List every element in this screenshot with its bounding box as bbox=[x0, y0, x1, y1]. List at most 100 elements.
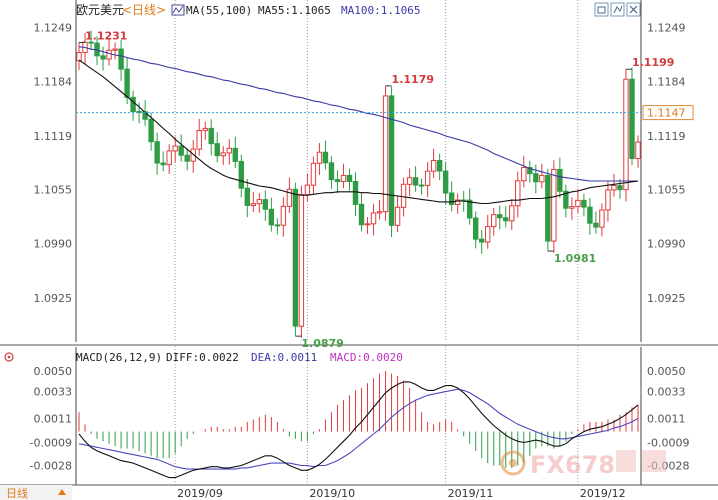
candle-body bbox=[106, 49, 112, 60]
candle-body bbox=[424, 170, 431, 186]
period-button-label: 日线 bbox=[6, 486, 28, 500]
candle-body bbox=[406, 177, 413, 185]
macd-label: MACD(26,12,9) bbox=[76, 351, 162, 364]
candle-body bbox=[238, 160, 244, 189]
gear-icon bbox=[4, 352, 14, 362]
candle-body bbox=[196, 130, 202, 150]
candle-body bbox=[370, 212, 377, 225]
candle-body bbox=[232, 147, 238, 162]
chart-close-button[interactable] bbox=[626, 2, 641, 17]
chart-zoom-button[interactable] bbox=[610, 2, 625, 17]
candle-body bbox=[527, 166, 533, 175]
candle-body bbox=[617, 185, 623, 191]
candle-body bbox=[202, 127, 208, 132]
price-tick-label-left: 1.0990 bbox=[34, 238, 73, 251]
candle-body bbox=[569, 206, 575, 209]
price-tick-label-right: 1.1184 bbox=[647, 76, 686, 89]
candle-body bbox=[623, 78, 629, 191]
candle-body bbox=[340, 174, 347, 183]
candle-body bbox=[497, 214, 503, 219]
price-axis: 1.1147 1.1249 1.1249 1.1184 1.1184 1.1119 1.11… bbox=[34, 22, 694, 305]
candle-body bbox=[226, 147, 232, 154]
candle-body bbox=[262, 199, 269, 210]
candle-body bbox=[352, 180, 359, 205]
candle-body bbox=[581, 199, 587, 208]
candle-body bbox=[473, 217, 479, 240]
candle-body bbox=[178, 145, 184, 156]
candle-body bbox=[280, 205, 287, 226]
chart-settings-button[interactable] bbox=[594, 2, 609, 17]
ma55-label: MA55:1.1065 bbox=[258, 4, 331, 17]
date-tick-label: 2019/12 bbox=[580, 487, 626, 500]
caret-up-icon bbox=[58, 489, 66, 495]
ma100-line bbox=[78, 46, 638, 182]
price-tick-label-left: 1.0925 bbox=[34, 292, 73, 305]
close-icon bbox=[629, 5, 638, 14]
price-annotation: 1.0879 bbox=[301, 337, 343, 350]
candle-body bbox=[509, 205, 515, 222]
candle-body bbox=[244, 187, 251, 206]
price-annotation: 1.1179 bbox=[392, 73, 434, 86]
candle-body bbox=[605, 189, 611, 211]
candle-body bbox=[190, 148, 196, 162]
macd-tick-label-right: -0.0009 bbox=[647, 436, 689, 449]
candle-body bbox=[220, 152, 226, 157]
window-icon bbox=[597, 6, 606, 14]
candle-body bbox=[400, 183, 407, 208]
candle-body bbox=[394, 206, 401, 226]
price-annotation: 1.1231 bbox=[85, 30, 127, 43]
candle-body bbox=[575, 199, 581, 208]
macd-tick-label-left: 0.0050 bbox=[34, 365, 73, 378]
candle-body bbox=[454, 199, 461, 206]
candle-body bbox=[310, 162, 317, 186]
candle-body bbox=[479, 238, 485, 243]
candle-body bbox=[545, 174, 551, 242]
candle-body bbox=[436, 160, 443, 172]
price-tick-label-right: 1.1055 bbox=[647, 183, 686, 196]
candle-body bbox=[599, 209, 605, 228]
candle-body bbox=[376, 211, 383, 214]
price-tick-label-right: 1.1249 bbox=[647, 22, 686, 35]
candle-body bbox=[539, 174, 545, 183]
price-tick-label-right: 1.0925 bbox=[647, 292, 686, 305]
price-tick-label-left: 1.1119 bbox=[34, 130, 73, 143]
candle-body bbox=[611, 185, 617, 191]
period-tag[interactable]: <日线> bbox=[122, 3, 166, 17]
ma100-label: MA100:1.1065 bbox=[341, 4, 420, 17]
candle-body bbox=[412, 177, 419, 186]
candle-body bbox=[533, 173, 539, 183]
current-price-badge bbox=[642, 105, 694, 121]
candle-body bbox=[292, 188, 299, 327]
period-button[interactable]: 日线 bbox=[0, 485, 72, 500]
macd-diff-line bbox=[78, 381, 639, 479]
symbol-label: 欧元美元 bbox=[76, 3, 124, 17]
macd-tick-label-right: 0.0011 bbox=[647, 412, 686, 425]
candle-body bbox=[112, 48, 118, 51]
candle-body bbox=[485, 226, 491, 243]
date-tick-label: 2019/10 bbox=[309, 487, 355, 500]
price-tick-label-right: 1.0990 bbox=[647, 238, 686, 251]
candle-body bbox=[304, 184, 311, 196]
price-tick-label-left: 1.1184 bbox=[34, 76, 73, 89]
candle-body bbox=[316, 151, 323, 164]
candle-body bbox=[268, 208, 275, 226]
candle-body bbox=[448, 192, 455, 206]
candle-body bbox=[551, 168, 557, 242]
candle-body bbox=[136, 111, 142, 114]
candle-body bbox=[503, 217, 509, 222]
candle-body bbox=[382, 95, 389, 213]
date-tick-label: 2019/11 bbox=[448, 487, 494, 500]
price-tick-label-right: 1.1119 bbox=[647, 130, 686, 143]
macd-diff-label: DIFF:0.0022 bbox=[166, 351, 239, 364]
candle-body bbox=[130, 96, 136, 113]
price-annotation: 1.1199 bbox=[632, 56, 674, 69]
candle-body bbox=[76, 52, 82, 62]
indicator-settings-button[interactable] bbox=[4, 352, 14, 362]
macd-panel: 0.0050 0.0050 0.0033 0.0033 0.0011 0.0011 -0.0… bbox=[30, 365, 689, 479]
candle-body bbox=[521, 166, 527, 182]
price-tick-label-left: 1.1055 bbox=[34, 183, 73, 196]
candle-body bbox=[635, 141, 641, 159]
grid bbox=[0, 0, 718, 486]
candle-body bbox=[466, 199, 473, 219]
